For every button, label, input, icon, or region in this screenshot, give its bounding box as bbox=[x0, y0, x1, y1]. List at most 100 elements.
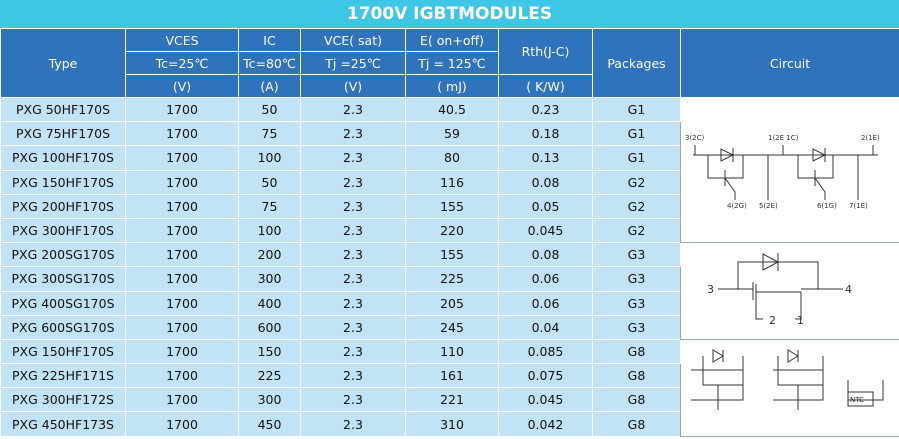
value-cell: 0.13 bbox=[498, 145, 593, 171]
value-cell: G2 bbox=[592, 193, 681, 219]
table-row: PXG 200SG170S 1700 200 2.3 155 0.08 G3 3 4 2 1 bbox=[0, 242, 899, 340]
value-cell: 2.3 bbox=[300, 387, 406, 413]
value-cell: 1700 bbox=[125, 314, 239, 340]
value-cell: 1700 bbox=[125, 217, 239, 244]
value-cell: 2.3 bbox=[300, 145, 406, 171]
value-cell: 600 bbox=[238, 314, 301, 340]
header-cell: Tj =25℃ bbox=[300, 51, 406, 75]
value-cell: G2 bbox=[592, 169, 681, 195]
value-cell: 0.04 bbox=[498, 314, 593, 340]
value-cell: 300 bbox=[238, 387, 301, 413]
value-cell: 0.23 bbox=[498, 96, 593, 123]
circuit-label: NTC bbox=[850, 396, 864, 404]
circuit-label: 2(1E) bbox=[861, 134, 880, 142]
table-row: PXG 300HF170S 1700 100 2.3 220 0.045 G2 bbox=[0, 217, 899, 244]
header-cell: ( mJ) bbox=[405, 74, 499, 98]
table-row: PXG 100HF170S 1700 100 2.3 80 0.13 G1 bbox=[0, 145, 899, 171]
title-bar: 1700V IGBTMODULES bbox=[0, 0, 899, 28]
value-cell: 155 bbox=[405, 242, 499, 268]
circuit-diagram: 3 4 2 1 bbox=[707, 252, 852, 327]
value-cell: 0.06 bbox=[498, 266, 593, 292]
value-cell: G3 bbox=[592, 266, 681, 292]
value-cell: 1700 bbox=[125, 169, 239, 195]
value-cell: 0.045 bbox=[498, 217, 593, 244]
type-cell: PXG 225HF171S bbox=[0, 363, 126, 389]
value-cell: 100 bbox=[238, 217, 301, 244]
value-cell: 1700 bbox=[125, 193, 239, 219]
header-cell: (V) bbox=[300, 74, 406, 98]
table-row: PXG 400SG170S 1700 400 2.3 205 0.06 G3 bbox=[0, 290, 899, 316]
header-cell: Tc=25℃ bbox=[125, 51, 239, 75]
value-cell: 2.3 bbox=[300, 169, 406, 195]
circuit-label: 5(2E) bbox=[759, 202, 778, 210]
value-cell: 205 bbox=[405, 290, 499, 316]
header-cell: VCE( sat) bbox=[300, 28, 406, 52]
value-cell: 1700 bbox=[125, 411, 239, 437]
value-cell: G1 bbox=[592, 121, 681, 147]
value-cell: 155 bbox=[405, 193, 499, 219]
value-cell: 2.3 bbox=[300, 411, 406, 437]
header-cell: Circuit bbox=[680, 28, 899, 98]
value-cell: 75 bbox=[238, 193, 301, 219]
value-cell: 0.06 bbox=[498, 290, 593, 316]
circuit-label: 7(1E) bbox=[849, 202, 868, 210]
value-cell: 450 bbox=[238, 411, 301, 437]
table-row: PXG 50HF170S 1700 50 2.3 40.5 0.23 G1 3(2C) 1(… bbox=[0, 96, 899, 244]
value-cell: 75 bbox=[238, 121, 301, 147]
value-cell: 2.3 bbox=[300, 121, 406, 147]
circuit-cell: 3(2C) 1(2E 1C) 2(1E) 4(2G) 5(2E) 6(1G) 7… bbox=[680, 96, 899, 244]
table-row: PXG 150HF170S 1700 50 2.3 116 0.08 G2 bbox=[0, 169, 899, 195]
value-cell: 221 bbox=[405, 387, 499, 413]
circuit-cell: NTC bbox=[680, 338, 899, 437]
circuit-label: 2 bbox=[769, 314, 776, 327]
type-cell: PXG 150HF170S bbox=[0, 169, 126, 195]
value-cell: 2.3 bbox=[300, 314, 406, 340]
value-cell: 1700 bbox=[125, 387, 239, 413]
value-cell: G1 bbox=[592, 145, 681, 171]
circuit-label: 4(2G) bbox=[727, 202, 747, 210]
value-cell: 2.3 bbox=[300, 217, 406, 244]
value-cell: 1700 bbox=[125, 338, 239, 365]
value-cell: 0.08 bbox=[498, 169, 593, 195]
type-cell: PXG 200SG170S bbox=[0, 242, 126, 268]
value-cell: 1700 bbox=[125, 242, 239, 268]
type-cell: PXG 400SG170S bbox=[0, 290, 126, 316]
value-cell: 245 bbox=[405, 314, 499, 340]
value-cell: 40.5 bbox=[405, 96, 499, 123]
value-cell: G8 bbox=[592, 338, 681, 365]
type-cell: PXG 75HF170S bbox=[0, 121, 126, 147]
header-cell: Packages bbox=[592, 28, 681, 98]
value-cell: 59 bbox=[405, 121, 499, 147]
value-cell: 400 bbox=[238, 290, 301, 316]
type-cell: PXG 450HF173S bbox=[0, 411, 126, 437]
value-cell: 225 bbox=[238, 363, 301, 389]
circuit-diagram: 3(2C) 1(2E 1C) 2(1E) 4(2G) 5(2E) 6(1G) 7… bbox=[685, 134, 880, 210]
value-cell: 161 bbox=[405, 363, 499, 389]
value-cell: 0.085 bbox=[498, 338, 593, 365]
value-cell: G2 bbox=[592, 217, 681, 244]
value-cell: 1700 bbox=[125, 266, 239, 292]
circuit-label: 3 bbox=[707, 283, 714, 296]
header-cell: Tc=80℃ bbox=[238, 51, 301, 75]
circuit-label: 3(2C) bbox=[685, 134, 705, 142]
value-cell: 0.045 bbox=[498, 387, 593, 413]
type-cell: PXG 300HF172S bbox=[0, 387, 126, 413]
table-row: PXG 450HF173S 1700 450 2.3 310 0.042 G8 bbox=[0, 411, 899, 437]
circuit-label: 1(2E 1C) bbox=[768, 134, 799, 142]
value-cell: 2.3 bbox=[300, 338, 406, 365]
spec-table: Type VCES IC VCE( sat) E( on+off) Rth(J-… bbox=[0, 28, 899, 437]
value-cell: 0.075 bbox=[498, 363, 593, 389]
header-cell: IC bbox=[238, 28, 301, 52]
header-cell: VCES bbox=[125, 28, 239, 52]
type-cell: PXG 150HF170S bbox=[0, 338, 126, 365]
value-cell: 50 bbox=[238, 169, 301, 195]
value-cell: 2.3 bbox=[300, 193, 406, 219]
value-cell: 200 bbox=[238, 242, 301, 268]
type-cell: PXG 300SG170S bbox=[0, 266, 126, 292]
value-cell: 1700 bbox=[125, 290, 239, 316]
table-row: PXG 225HF171S 1700 225 2.3 161 0.075 G8 bbox=[0, 363, 899, 389]
header-cell: (A) bbox=[238, 74, 301, 98]
value-cell: 116 bbox=[405, 169, 499, 195]
value-cell: 2.3 bbox=[300, 242, 406, 268]
